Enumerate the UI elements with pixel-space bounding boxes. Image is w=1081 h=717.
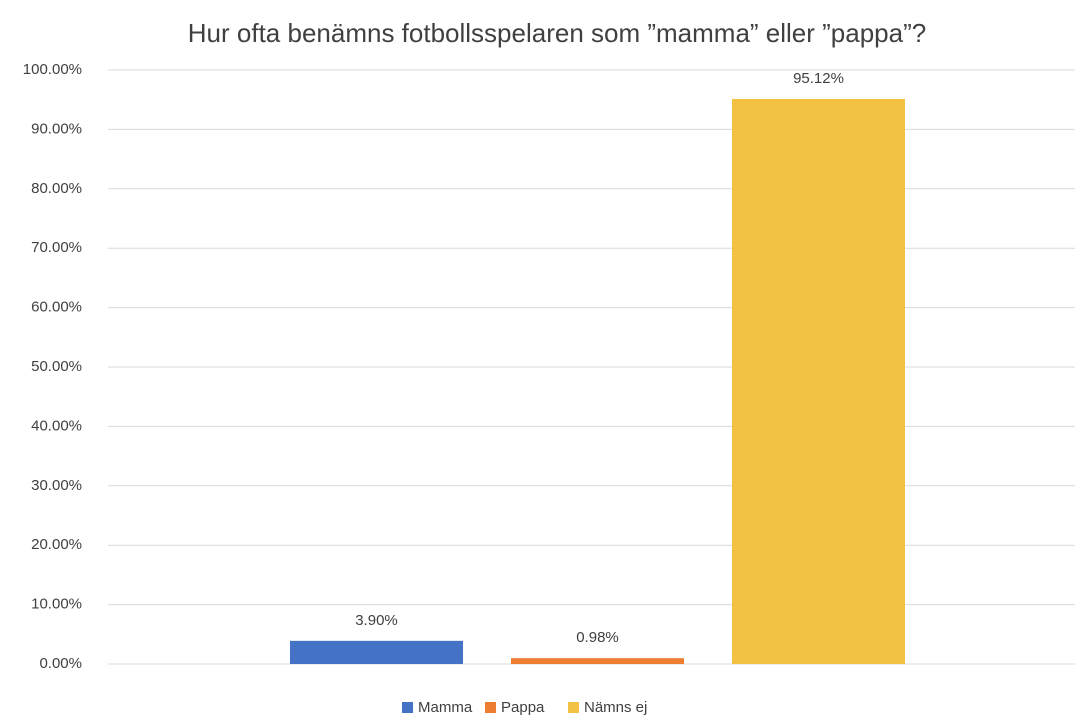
y-tick-label: 100.00% xyxy=(23,61,82,78)
y-tick-label: 30.00% xyxy=(31,477,82,494)
bar xyxy=(511,658,684,664)
y-tick-label: 80.00% xyxy=(31,180,82,197)
y-tick-label: 90.00% xyxy=(31,120,82,137)
y-tick-label: 0.00% xyxy=(39,655,82,672)
legend-label: Pappa xyxy=(501,699,545,716)
data-label: 0.98% xyxy=(576,629,619,646)
chart-title: Hur ofta benämns fotbollsspelaren som ”m… xyxy=(188,18,926,48)
legend-swatch xyxy=(568,702,579,713)
y-tick-label: 20.00% xyxy=(31,536,82,553)
legend-label: Mamma xyxy=(418,699,473,716)
y-tick-label: 70.00% xyxy=(31,239,82,256)
bar xyxy=(732,98,905,665)
legend-swatch xyxy=(402,702,413,713)
y-tick-label: 50.00% xyxy=(31,358,82,375)
y-tick-label: 60.00% xyxy=(31,299,82,316)
y-tick-label: 10.00% xyxy=(31,596,82,613)
data-label: 95.12% xyxy=(793,70,844,87)
legend-label: Nämns ej xyxy=(584,699,647,716)
y-tick-label: 40.00% xyxy=(31,417,82,434)
legend-swatch xyxy=(485,702,496,713)
data-label: 3.90% xyxy=(355,612,398,629)
bar xyxy=(290,640,463,664)
